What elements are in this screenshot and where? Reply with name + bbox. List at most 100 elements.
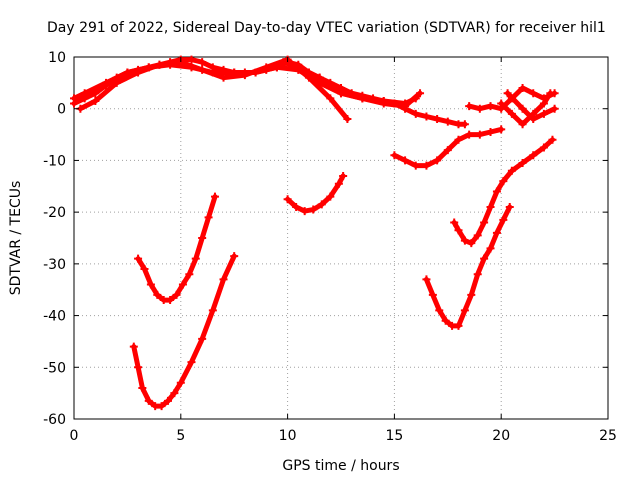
data-point [146, 280, 155, 289]
data-point [294, 63, 303, 72]
data-point [91, 96, 100, 105]
data-point [497, 99, 506, 108]
data-point [80, 89, 89, 98]
x-tick-label: 25 [599, 428, 617, 444]
data-point [70, 94, 78, 103]
data-point [450, 218, 459, 227]
data-point [185, 270, 194, 279]
data-point [473, 231, 482, 240]
series-arc-neg5 [390, 125, 506, 170]
data-point [460, 306, 469, 315]
data-point [401, 102, 410, 111]
data-point [433, 115, 442, 124]
data-point [230, 68, 239, 77]
series-arc-left-2 [129, 252, 239, 411]
data-point [198, 58, 207, 67]
data-point [546, 89, 555, 98]
data-point [539, 109, 548, 118]
data-point [251, 68, 260, 77]
data-point [465, 102, 474, 111]
data-point [499, 177, 508, 186]
data-point [475, 130, 484, 139]
data-point [219, 275, 228, 284]
x-axis-label: GPS time / hours [282, 458, 399, 474]
data-point [486, 102, 495, 111]
data-point [518, 159, 527, 168]
data-point [492, 187, 501, 196]
series-line [280, 59, 423, 109]
data-point [157, 402, 166, 411]
data-point [166, 60, 175, 69]
data-point [309, 205, 318, 214]
data-point [443, 146, 452, 155]
y-ticks: 10 0 -10 -20 -30 -40 -50 -60 [43, 50, 608, 428]
y-tick-label: -60 [43, 412, 66, 428]
y-tick-label: -40 [43, 309, 66, 325]
data-point [343, 115, 352, 124]
y-axis-label: SDTVAR / TECUs [8, 181, 24, 296]
data-point [529, 151, 538, 160]
data-point [187, 55, 196, 64]
data-point [153, 290, 162, 299]
data-point [178, 280, 187, 289]
data-point [507, 166, 516, 175]
data-point [460, 120, 469, 129]
data-point [401, 156, 410, 165]
x-tick-label: 5 [176, 428, 185, 444]
data-point [497, 125, 506, 134]
data-point [499, 215, 508, 224]
data-point [441, 316, 450, 325]
data-point [123, 68, 132, 77]
x-ticks: 0 5 10 15 20 25 [70, 57, 617, 444]
data-point [422, 112, 431, 121]
data-point [300, 207, 309, 216]
data-point [473, 270, 482, 279]
data-point [467, 239, 476, 248]
data-point [283, 195, 292, 204]
plot-area [73, 56, 609, 420]
y-tick-label: -10 [43, 153, 66, 169]
data-point [467, 290, 476, 299]
data-point [548, 135, 557, 144]
data-point [435, 306, 444, 315]
data-point [144, 396, 153, 405]
series-arc-right-lower-1 [422, 202, 514, 330]
data-point [210, 192, 219, 201]
data-point [272, 63, 281, 72]
data-point [454, 321, 463, 330]
data-point [416, 89, 425, 98]
x-tick-label: 15 [385, 428, 403, 444]
data-point [492, 228, 501, 237]
data-point [279, 58, 288, 67]
data-point [219, 73, 228, 82]
data-point [172, 290, 181, 299]
data-point [166, 296, 175, 305]
data-point [550, 104, 559, 113]
series-arc-top-4 [279, 58, 425, 111]
series-arc-mid [283, 171, 348, 216]
x-tick-label: 20 [492, 428, 510, 444]
data-point [326, 192, 335, 201]
data-point [315, 73, 324, 82]
data-point [138, 383, 147, 392]
data-point [358, 94, 367, 103]
data-point [176, 378, 185, 387]
series-line [131, 253, 237, 409]
data-point [433, 156, 442, 165]
data-point [518, 104, 527, 113]
data-point [465, 130, 474, 139]
data-point [140, 265, 149, 274]
data-point [204, 213, 213, 222]
series-line [451, 137, 555, 246]
data-point [379, 99, 388, 108]
data-point [422, 275, 431, 284]
data-point [486, 127, 495, 136]
data-point [486, 202, 495, 211]
y-tick-label: -20 [43, 205, 66, 221]
y-tick-label: -50 [43, 360, 66, 376]
data-point [208, 306, 217, 315]
data-point [230, 252, 239, 261]
y-tick-label: 10 [48, 50, 66, 66]
data-point [326, 94, 335, 103]
